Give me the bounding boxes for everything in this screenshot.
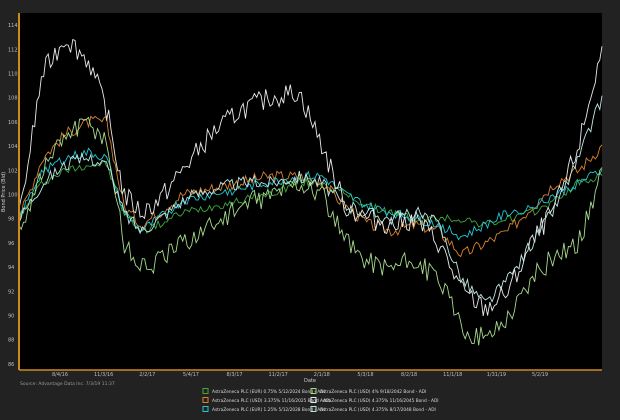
legend-label: AstraZeneca PLC (USD) 4.375% 8/17/2048 B… bbox=[320, 407, 436, 413]
y-tick-labels: 86 88 90 92 94 96 98 100 102 104 106 108 110 112 114 bbox=[8, 23, 18, 368]
x-tick-label: 1/31/19 bbox=[487, 372, 506, 378]
series-layer bbox=[18, 38, 603, 346]
legend-label: AstraZeneca PLC (USD) 4% 9/18/2042 Bond … bbox=[320, 389, 426, 395]
y-tick-label: 88 bbox=[8, 338, 14, 344]
x-tick-label: 8/2/18 bbox=[401, 372, 417, 378]
x-tick-label: 11/2/17 bbox=[269, 372, 288, 378]
legend-swatch bbox=[202, 397, 209, 403]
y-tick-label: 94 bbox=[8, 265, 14, 271]
legend-swatch bbox=[202, 406, 209, 412]
y-axis-label: Bond Price (Bid) bbox=[1, 172, 7, 212]
y-tick-label: 86 bbox=[8, 362, 14, 368]
y-tick-label: 96 bbox=[8, 241, 14, 247]
series-line bbox=[18, 95, 603, 303]
y-tick-label: 114 bbox=[8, 23, 18, 29]
x-tick-label: 2/1/18 bbox=[314, 372, 330, 378]
y-tick-label: 102 bbox=[8, 168, 18, 174]
series-line bbox=[18, 147, 603, 241]
legend-label: AstraZeneca PLC (EUR) 1.25% 5/12/2028 Bo… bbox=[212, 407, 325, 413]
legend-swatch bbox=[202, 388, 209, 394]
x-tick-label: 2/2/17 bbox=[139, 372, 155, 378]
y-tick-label: 98 bbox=[8, 217, 14, 223]
x-tick-label: 11/3/16 bbox=[94, 372, 113, 378]
x-tick-label: 11/1/18 bbox=[443, 372, 462, 378]
x-tick-label: 5/3/18 bbox=[357, 372, 373, 378]
legend: AstraZeneca PLC (EUR) 0.75% 5/12/2024 Bo… bbox=[202, 388, 439, 413]
y-tick-label: 104 bbox=[8, 144, 18, 150]
y-tick-label: 108 bbox=[8, 96, 18, 102]
y-tick-label: 100 bbox=[8, 193, 18, 199]
y-tick-label: 110 bbox=[8, 72, 18, 78]
legend-label: AstraZeneca PLC (USD) 4.375% 11/16/2045 … bbox=[320, 398, 439, 404]
x-tick-label: 5/4/17 bbox=[183, 372, 199, 378]
legend-label: AstraZeneca PLC (EUR) 0.75% 5/12/2024 Bo… bbox=[212, 389, 325, 395]
y-tick-label: 90 bbox=[8, 314, 14, 320]
series-line bbox=[18, 116, 603, 346]
source-note: Source: Advantage Data Inc. 7/3/19 11:37 bbox=[20, 381, 115, 387]
x-tick-label: 8/3/17 bbox=[226, 372, 242, 378]
series-line bbox=[18, 38, 603, 316]
y-tick-label: 92 bbox=[8, 289, 14, 295]
legend-swatch bbox=[310, 406, 317, 412]
x-axis-label: Date bbox=[304, 378, 316, 384]
legend-swatch bbox=[310, 388, 317, 394]
legend-label: AstraZeneca PLC (USD) 3.375% 11/16/2025 … bbox=[212, 398, 331, 404]
plot-area bbox=[19, 13, 602, 370]
x-tick-label: 5/2/19 bbox=[532, 372, 548, 378]
x-tick-label: 8/4/16 bbox=[52, 372, 68, 378]
y-tick-label: 112 bbox=[8, 47, 18, 53]
legend-swatch bbox=[310, 397, 317, 403]
y-tick-label: 106 bbox=[8, 120, 18, 126]
x-tick-labels: 8/4/16 11/3/16 2/2/17 5/4/17 8/3/17 11/2/17 2/… bbox=[52, 372, 548, 378]
